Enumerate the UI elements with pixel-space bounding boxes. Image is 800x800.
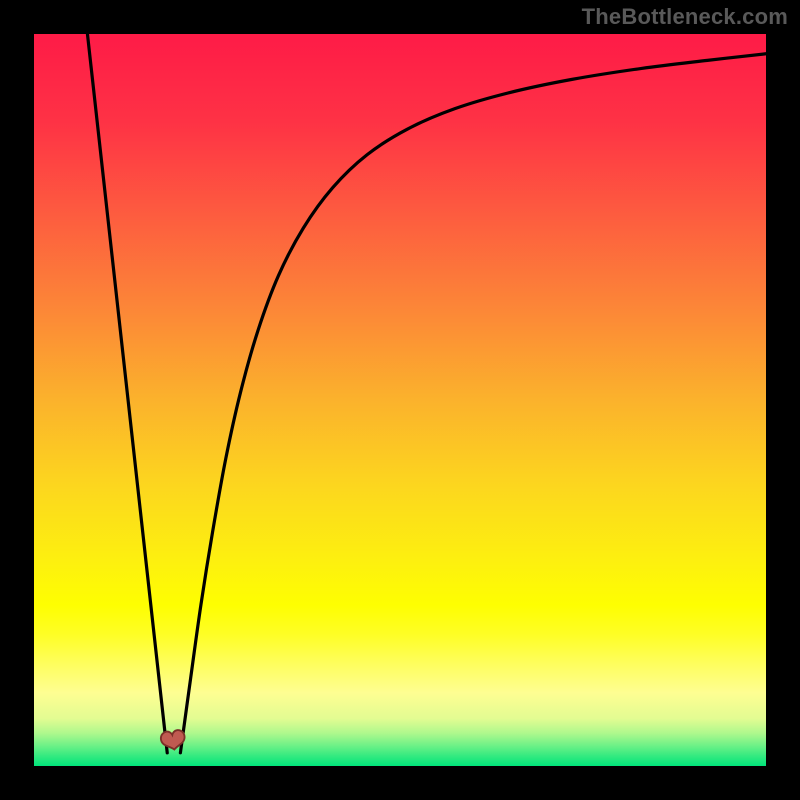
chart-svg <box>34 34 766 766</box>
gradient-background <box>34 34 766 766</box>
chart-plot-area <box>34 34 766 766</box>
watermark-text: TheBottleneck.com <box>582 4 788 30</box>
